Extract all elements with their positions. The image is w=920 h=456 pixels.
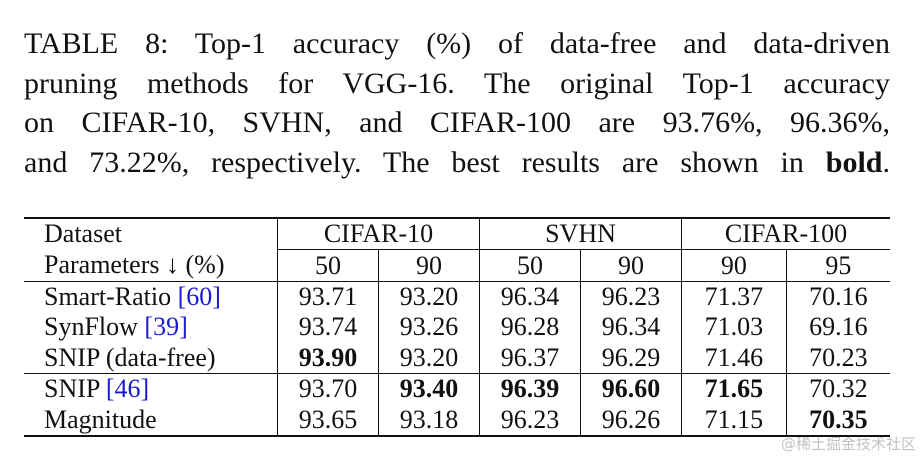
data-row: SNIP [46] 93.70 93.40 96.39 96.60 71.65 70.32	[24, 372, 890, 405]
method-name: Smart-Ratio	[44, 281, 172, 311]
results-table: Dataset CIFAR-10 SVHN CIFAR-100 Paramete…	[24, 217, 890, 437]
value-cell: 93.90	[277, 342, 379, 374]
value-cell: 96.39	[479, 372, 581, 405]
value-cell: 71.46	[681, 342, 787, 374]
method-cell: SynFlow [39]	[24, 312, 278, 342]
value-cell: 93.20	[378, 342, 480, 374]
citation: [39]	[144, 312, 188, 342]
method-name: Magnitude	[44, 404, 157, 434]
method-cell: SNIP (data-free)	[24, 343, 278, 374]
column-header: 90	[378, 249, 480, 282]
value-cell: 96.23	[580, 280, 682, 313]
data-row: SNIP (data-free) 93.90 93.20 96.37 96.29 71.4…	[24, 342, 890, 374]
value-cell: 71.15	[681, 404, 787, 437]
data-row: Smart-Ratio [60] 93.71 93.20 96.34 96.23 71.3…	[24, 280, 890, 313]
value-cell: 71.37	[681, 280, 787, 313]
value-cell: 96.28	[479, 312, 581, 343]
value-cell: 70.35	[785, 404, 890, 437]
method-cell: SNIP [46]	[24, 372, 278, 405]
caption-bold: bold	[825, 145, 883, 179]
value-cell: 70.32	[785, 372, 890, 405]
value-cell: 93.40	[378, 372, 480, 405]
method-cell: Smart-Ratio [60]	[24, 280, 278, 313]
value-cell: 93.18	[378, 404, 480, 437]
method-cell: Magnitude	[24, 404, 278, 437]
column-header: 90	[681, 249, 787, 282]
citation: [60]	[177, 281, 221, 311]
column-header: 95	[785, 249, 890, 282]
value-cell: 93.20	[378, 280, 480, 313]
caption-line: pruning methods for VGG-16. The original…	[24, 66, 890, 100]
data-row: SynFlow [39] 93.74 93.26 96.28 96.34 71.03 69.…	[24, 312, 890, 343]
caption-text: and 73.22%, respectively. The best resul…	[24, 145, 826, 179]
group-header: SVHN	[479, 217, 682, 251]
value-cell: 70.16	[785, 280, 890, 313]
column-header: 50	[277, 249, 379, 282]
header-row: Dataset CIFAR-10 SVHN CIFAR-100	[24, 217, 890, 251]
value-cell: 69.16	[785, 312, 890, 343]
caption-line: and 73.22%, respectively. The best resul…	[24, 143, 890, 183]
column-header: 90	[580, 249, 682, 282]
value-cell: 93.74	[277, 312, 379, 343]
value-cell: 93.71	[277, 280, 379, 313]
value-cell: 96.37	[479, 342, 581, 374]
value-cell: 71.65	[681, 372, 787, 405]
caption-line: on CIFAR-10, SVHN, and CIFAR-100 are 93.…	[24, 106, 890, 139]
value-cell: 96.29	[580, 342, 682, 374]
header-row: Parameters ↓ (%) 50 90 50 90 90 95	[24, 249, 890, 282]
caption: TABLE 8: Top-1 accuracy (%) of data-free…	[24, 24, 890, 182]
method-name: SNIP	[44, 374, 100, 404]
group-header: CIFAR-10	[277, 217, 480, 251]
method-name: SynFlow	[44, 312, 138, 342]
header-cell: Parameters ↓ (%)	[44, 250, 225, 280]
value-cell: 70.23	[785, 342, 890, 374]
caption-text: .	[882, 145, 891, 179]
watermark: @稀土掘金技术社区	[780, 435, 916, 453]
citation: [46]	[105, 374, 150, 404]
value-cell: 96.34	[479, 280, 581, 313]
table-body: Smart-Ratio [60] 93.71 93.20 96.34 96.23 71.3…	[24, 280, 890, 437]
group-header: CIFAR-100	[681, 217, 890, 251]
column-header: 50	[479, 249, 581, 282]
value-cell: 96.23	[479, 404, 581, 437]
header-cell: Dataset	[24, 217, 278, 250]
value-cell: 96.60	[580, 372, 682, 405]
value-cell: 96.34	[580, 312, 682, 343]
method-name: SNIP (data-free)	[44, 342, 216, 372]
value-cell: 93.65	[277, 404, 379, 437]
value-cell: 71.03	[681, 312, 787, 343]
caption-line: TABLE 8: Top-1 accuracy (%) of data-free…	[24, 27, 890, 60]
value-cell: 93.26	[378, 312, 480, 343]
value-cell: 96.26	[580, 404, 682, 437]
data-row: Magnitude 93.65 93.18 96.23 96.26 71.15 70.35	[24, 404, 890, 437]
value-cell: 93.70	[277, 372, 379, 405]
